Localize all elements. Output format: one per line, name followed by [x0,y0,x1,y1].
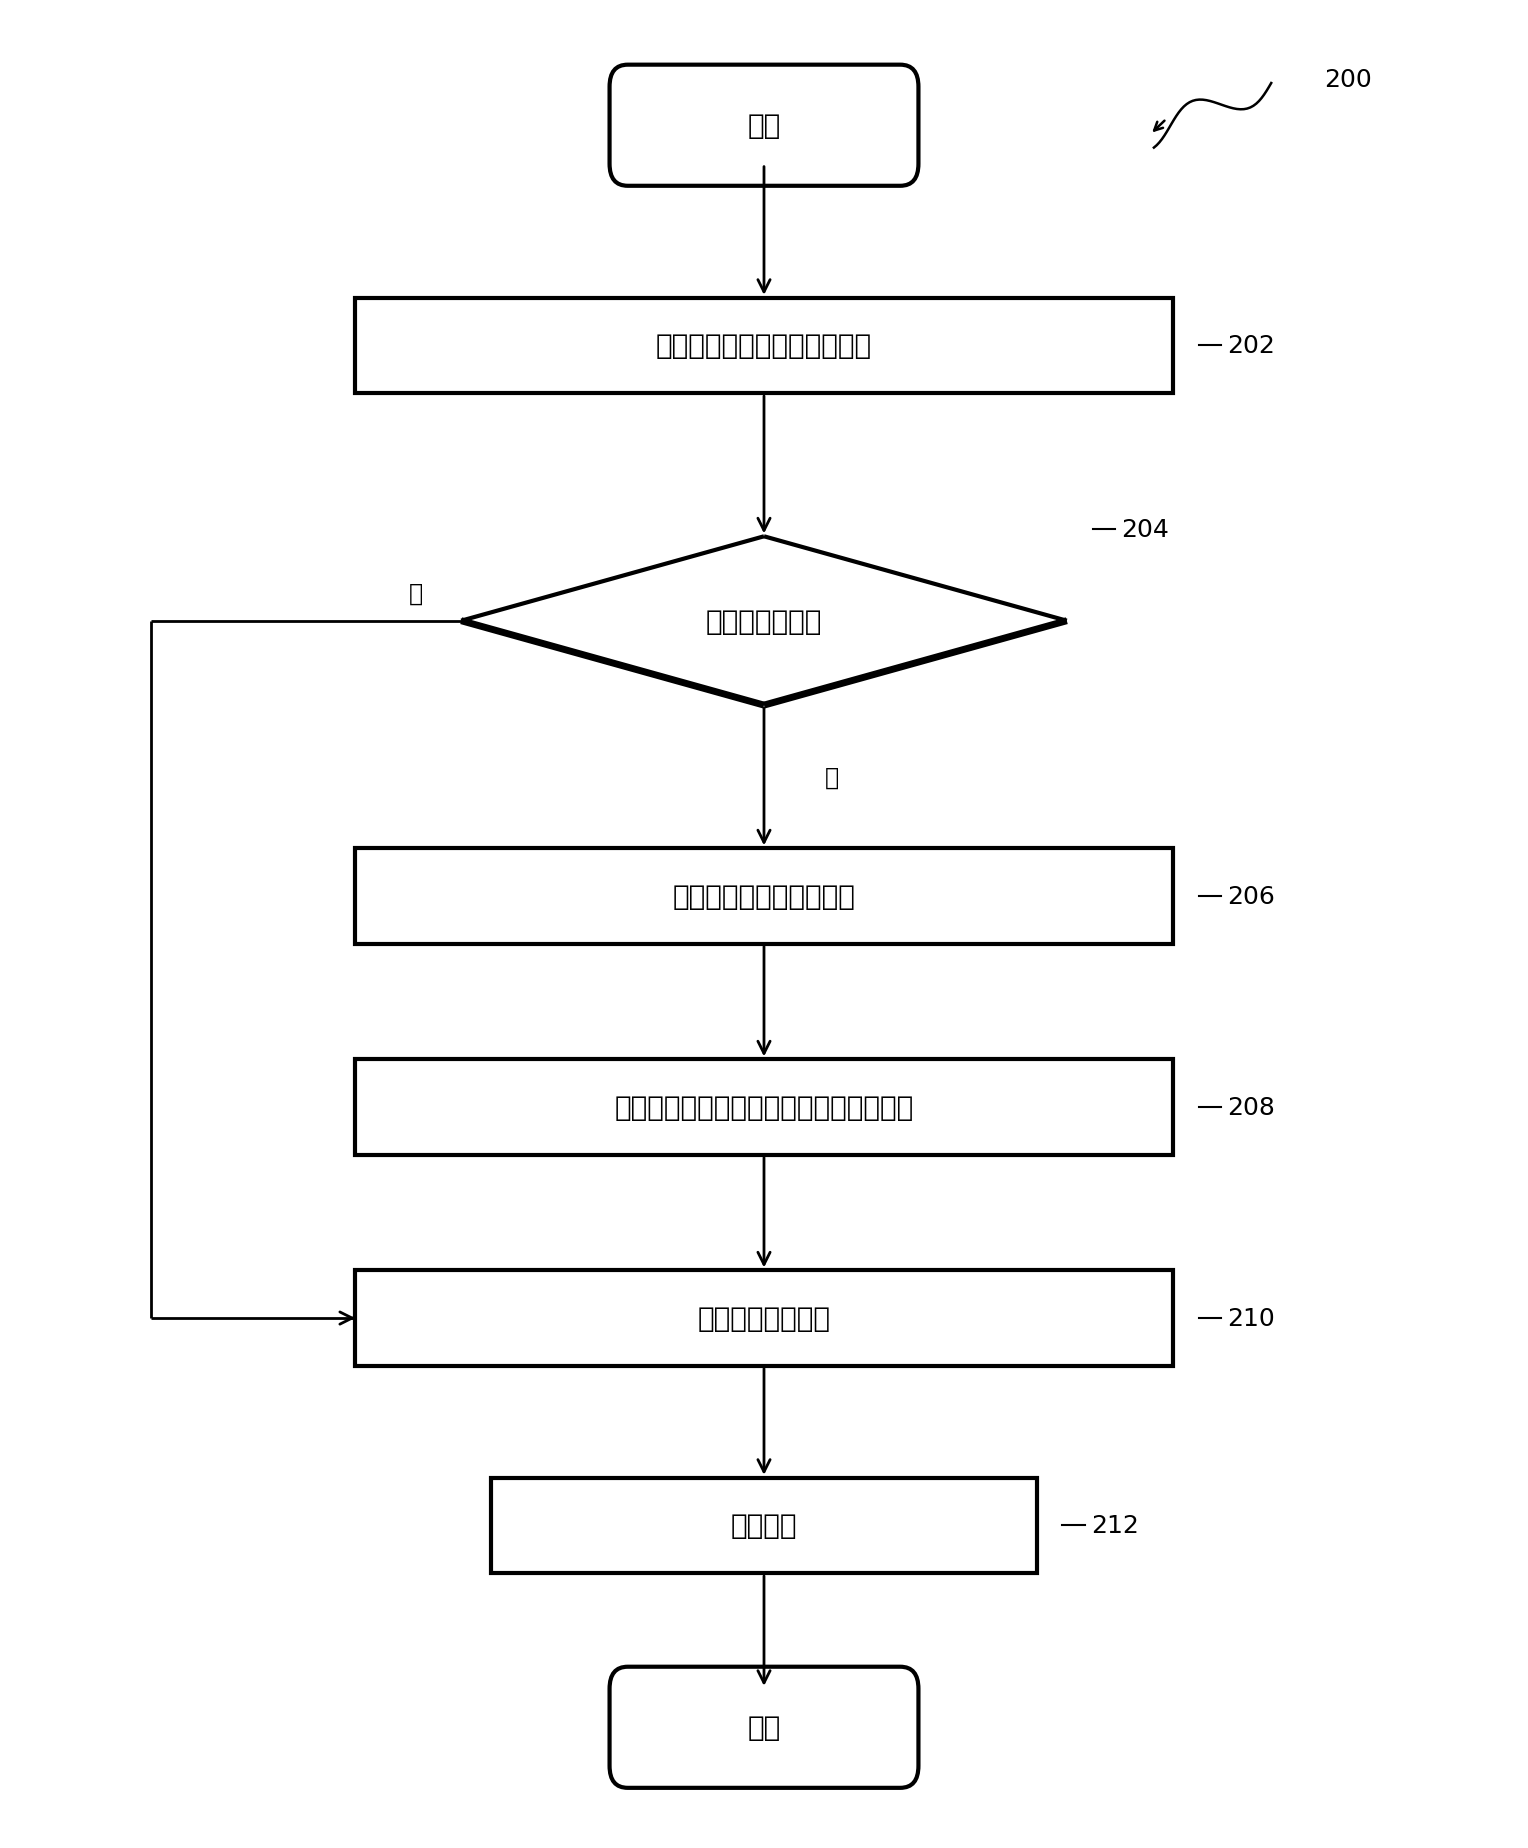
Text: 208: 208 [1227,1096,1276,1120]
Text: 210: 210 [1227,1307,1274,1331]
Text: 否: 否 [825,765,839,789]
Text: 确定对查询的响应: 确定对查询的响应 [697,1305,831,1332]
Text: 对查询的响应？: 对查询的响应？ [706,608,822,636]
Text: 是: 是 [410,582,423,606]
Bar [354,299,1174,394]
FancyBboxPatch shape [610,1667,918,1787]
Text: 212: 212 [1091,1514,1138,1538]
Text: 接收与软件产品相关联的查询: 接收与软件产品相关联的查询 [656,333,872,360]
Text: 在程序代码中识别所接收的查询中的内容: 在程序代码中识别所接收的查询中的内容 [614,1094,914,1122]
Text: 提供响应: 提供响应 [730,1512,798,1539]
Text: 206: 206 [1227,885,1276,909]
Polygon shape [461,538,1067,706]
Bar [354,848,1174,944]
Bar [354,1271,1174,1366]
Text: 204: 204 [1122,517,1169,541]
Text: 开始: 开始 [747,113,781,140]
Bar [354,1059,1174,1155]
FancyBboxPatch shape [610,67,918,187]
Text: 202: 202 [1227,334,1276,359]
Bar [492,1478,1036,1573]
Text: 结束: 结束 [747,1713,781,1741]
Text: 识别软件产品的程序代码: 识别软件产品的程序代码 [672,883,856,911]
Text: 200: 200 [1325,68,1372,92]
